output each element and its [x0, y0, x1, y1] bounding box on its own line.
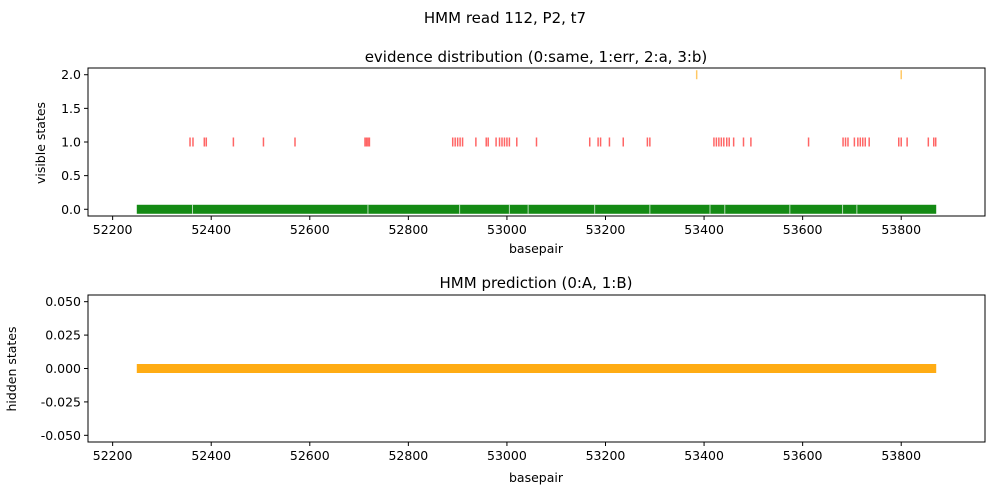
prediction-y-tick-label: 0.050: [45, 294, 81, 309]
evidence-y-tick-label: 0.0: [61, 202, 81, 217]
evidence-distribution-axes: evidence distribution (0:same, 1:err, 2:…: [33, 48, 986, 256]
prediction-x-tick-label: 53400: [684, 448, 724, 463]
evidence-marks: [136, 70, 937, 214]
prediction-marks: [136, 364, 937, 373]
prediction-state-0-marks: [136, 364, 937, 373]
evidence-x-tick-label: 53200: [586, 222, 626, 237]
evidence-x-tick-label: 53400: [684, 222, 724, 237]
prediction-ticks: 52200 52400 52600 52800 53000 53200 53400 53600…: [41, 294, 921, 463]
prediction-y-axis-label: hidden states: [4, 326, 19, 411]
evidence-x-tick-label: 53800: [881, 222, 921, 237]
evidence-x-tick-label: 52200: [93, 222, 133, 237]
prediction-x-tick-label: 53000: [487, 448, 527, 463]
prediction-x-axis-label: basepair: [509, 470, 564, 485]
prediction-axes-frame: [87, 294, 986, 443]
prediction-y-tick-label: 0.000: [45, 361, 81, 376]
prediction-y-tick-label: 0.025: [45, 328, 81, 343]
prediction-chart-title: HMM prediction (0:A, 1:B): [440, 274, 633, 292]
evidence-y-tick-label: 1.0: [61, 135, 81, 150]
prediction-x-tick-label: 53600: [783, 448, 823, 463]
evidence-axes-frame: [87, 67, 986, 217]
evidence-x-tick-label: 53600: [783, 222, 823, 237]
evidence-y-axis-label: visible states: [33, 102, 48, 184]
figure-suptitle: HMM read 112, P2, t7: [424, 9, 586, 27]
prediction-x-tick-label: 52200: [93, 448, 133, 463]
evidence-y-tick-label: 2.0: [61, 67, 81, 82]
evidence-y-tick-label: 1.5: [61, 101, 81, 116]
prediction-x-tick-label: 52400: [191, 448, 231, 463]
prediction-x-tick-label: 52800: [388, 448, 428, 463]
evidence-x-tick-label: 52400: [191, 222, 231, 237]
evidence-y-tick-label: 0.5: [61, 168, 81, 183]
evidence-state-0-marks: [136, 204, 937, 214]
prediction-x-tick-label: 53800: [881, 448, 921, 463]
evidence-x-tick-label: 52600: [290, 222, 330, 237]
evidence-x-tick-label: 53000: [487, 222, 527, 237]
prediction-x-tick-label: 53200: [586, 448, 626, 463]
evidence-ticks: 52200 52400 52600 52800 53000 53200 53400 53600…: [61, 67, 921, 237]
evidence-x-axis-label: basepair: [509, 241, 564, 256]
hmm-prediction-axes: HMM prediction (0:A, 1:B) basepair hidde…: [4, 274, 986, 485]
evidence-chart-title: evidence distribution (0:same, 1:err, 2:…: [365, 48, 708, 66]
prediction-y-tick-label: -0.025: [41, 394, 81, 409]
prediction-x-tick-label: 52600: [290, 448, 330, 463]
evidence-x-tick-label: 52800: [388, 222, 428, 237]
prediction-y-tick-label: -0.050: [41, 428, 81, 443]
